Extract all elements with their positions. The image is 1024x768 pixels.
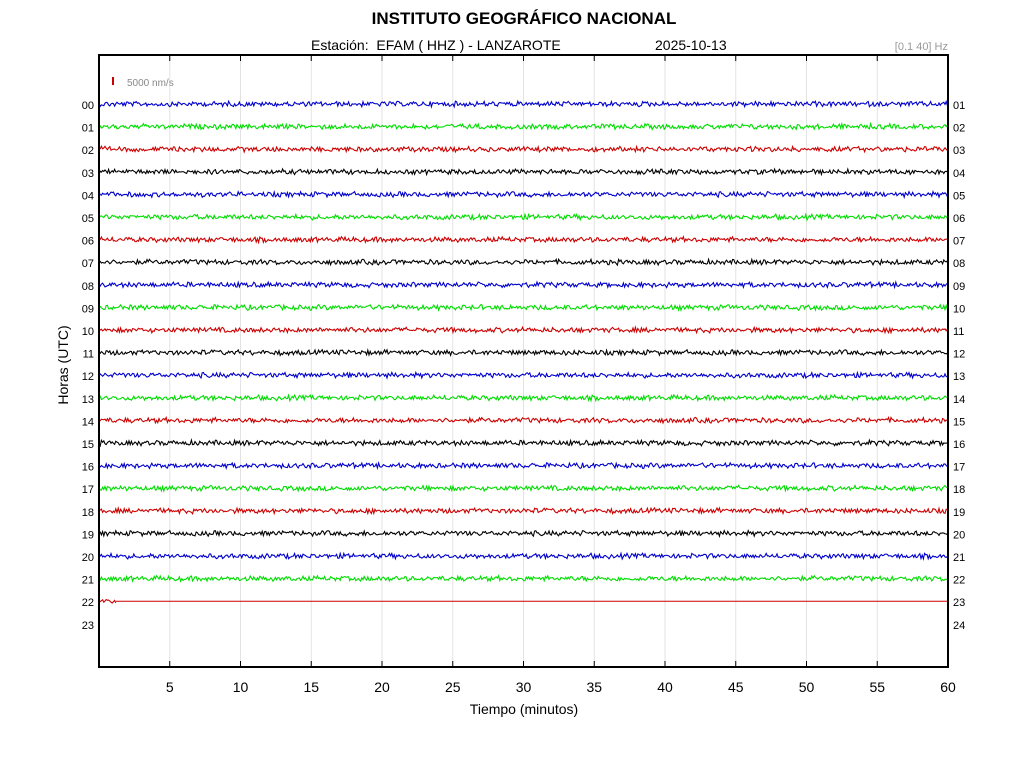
- date-label: 2025-10-13: [655, 37, 727, 53]
- hour-label-left: 00: [82, 100, 94, 112]
- hour-label-right: 14: [953, 394, 965, 406]
- hour-label-right: 21: [953, 552, 965, 564]
- hour-label-left: 23: [82, 620, 94, 632]
- trace-hour-04: [98, 189, 948, 200]
- hour-label-right: 01: [953, 100, 965, 112]
- trace-hour-15: [98, 438, 948, 448]
- hour-label-left: 14: [82, 416, 94, 428]
- plot-frame: [98, 54, 949, 668]
- hour-label-right: 03: [953, 145, 965, 157]
- hour-label-left: 09: [82, 303, 94, 315]
- hour-label-right: 02: [953, 123, 965, 135]
- trace-hour-16: [98, 460, 948, 471]
- trace-hour-07: [98, 257, 948, 267]
- x-tick-label: 45: [728, 679, 744, 695]
- hour-label-left: 19: [82, 529, 94, 541]
- trace-layer: [98, 99, 948, 604]
- hour-label-right: 19: [953, 507, 965, 519]
- x-tick-label: 60: [940, 679, 956, 695]
- hour-label-right: 05: [953, 190, 965, 202]
- trace-hour-09: [98, 303, 948, 312]
- filter-band-label: [0.1 40] Hz: [894, 41, 948, 53]
- trace-hour-02: [98, 144, 948, 154]
- hour-label-right: 23: [953, 597, 965, 609]
- x-tick-label: 35: [586, 679, 602, 695]
- trace-hour-14: [98, 415, 948, 425]
- hour-label-right: 04: [953, 168, 965, 180]
- hour-label-left: 18: [82, 507, 94, 519]
- hour-label-left: 21: [82, 575, 94, 587]
- hour-label-left: 11: [83, 349, 94, 361]
- hour-label-right: 10: [953, 303, 965, 315]
- station-label: Estación: EFAM ( HHZ ) - LANZAROTE: [311, 37, 561, 53]
- grid-layer: [169, 55, 878, 667]
- trace-hour-12: [98, 370, 948, 380]
- trace-hour-10: [98, 325, 948, 335]
- trace-hour-01: [98, 121, 948, 131]
- hour-label-right: 07: [953, 236, 965, 248]
- hour-label-left: 10: [82, 326, 94, 338]
- x-tick-label: 5: [166, 679, 174, 695]
- hour-label-left: 07: [82, 258, 94, 270]
- hour-label-right: 18: [953, 484, 965, 496]
- hour-label-left: 02: [82, 145, 94, 157]
- trace-hour-22: [98, 598, 117, 604]
- hour-label-right: 16: [953, 439, 965, 451]
- x-tick-label: 55: [869, 679, 885, 695]
- hour-label-left: 16: [82, 462, 94, 474]
- hour-label-right: 12: [953, 349, 965, 361]
- trace-hour-11: [98, 348, 948, 358]
- x-tick-label: 25: [445, 679, 461, 695]
- hour-label-left: 05: [82, 213, 94, 225]
- hour-label-left: 03: [82, 168, 94, 180]
- scale-bar-label: 5000 nm/s: [127, 78, 174, 89]
- label-layer: 5 10 15 20 25 30 35 40 45 50 55 60 5000 nm/s 00 01 01 02…: [82, 55, 965, 695]
- hour-label-right: 06: [953, 213, 965, 225]
- hour-label-left: 15: [82, 439, 94, 451]
- hour-label-left: 13: [82, 394, 94, 406]
- x-tick-label: 15: [303, 679, 319, 695]
- hour-label-left: 12: [82, 371, 94, 383]
- page-title: INSTITUTO GEOGRÁFICO NACIONAL: [371, 9, 677, 28]
- trace-hour-05: [98, 212, 948, 222]
- x-tick-label: 20: [374, 679, 390, 695]
- hour-label-right: 08: [953, 258, 965, 270]
- hour-label-right: 13: [953, 371, 965, 383]
- x-tick-label: 40: [657, 679, 673, 695]
- trace-hour-18: [98, 505, 948, 516]
- hour-label-left: 17: [82, 484, 94, 496]
- hour-label-left: 06: [82, 236, 94, 248]
- y-axis-label: Horas (UTC): [55, 325, 71, 404]
- hour-label-left: 04: [82, 190, 94, 202]
- hour-label-right: 22: [953, 575, 965, 587]
- trace-hour-03: [98, 167, 948, 177]
- hour-label-right: 11: [953, 326, 964, 338]
- hour-label-left: 08: [82, 281, 94, 293]
- hour-label-right: 15: [953, 416, 965, 428]
- hour-label-left: 20: [82, 552, 94, 564]
- trace-hour-00: [98, 99, 948, 109]
- trace-hour-08: [98, 280, 948, 290]
- hour-label-left: 01: [82, 123, 94, 135]
- x-tick-label: 30: [516, 679, 532, 695]
- x-tick-label: 10: [233, 679, 249, 695]
- trace-hour-19: [98, 529, 948, 539]
- hour-label-right: 17: [953, 462, 965, 474]
- trace-hour-20: [98, 551, 948, 562]
- hour-label-right: 24: [953, 620, 965, 632]
- hour-label-right: 20: [953, 529, 965, 541]
- trace-hour-21: [98, 574, 948, 583]
- x-axis-label: Tiempo (minutos): [470, 701, 578, 717]
- x-tick-label: 50: [799, 679, 815, 695]
- hour-label-right: 09: [953, 281, 965, 293]
- scale-bar: [112, 77, 114, 85]
- trace-hour-13: [98, 393, 948, 403]
- hour-label-left: 22: [82, 597, 94, 609]
- trace-hour-06: [98, 235, 948, 245]
- trace-hour-17: [98, 484, 948, 493]
